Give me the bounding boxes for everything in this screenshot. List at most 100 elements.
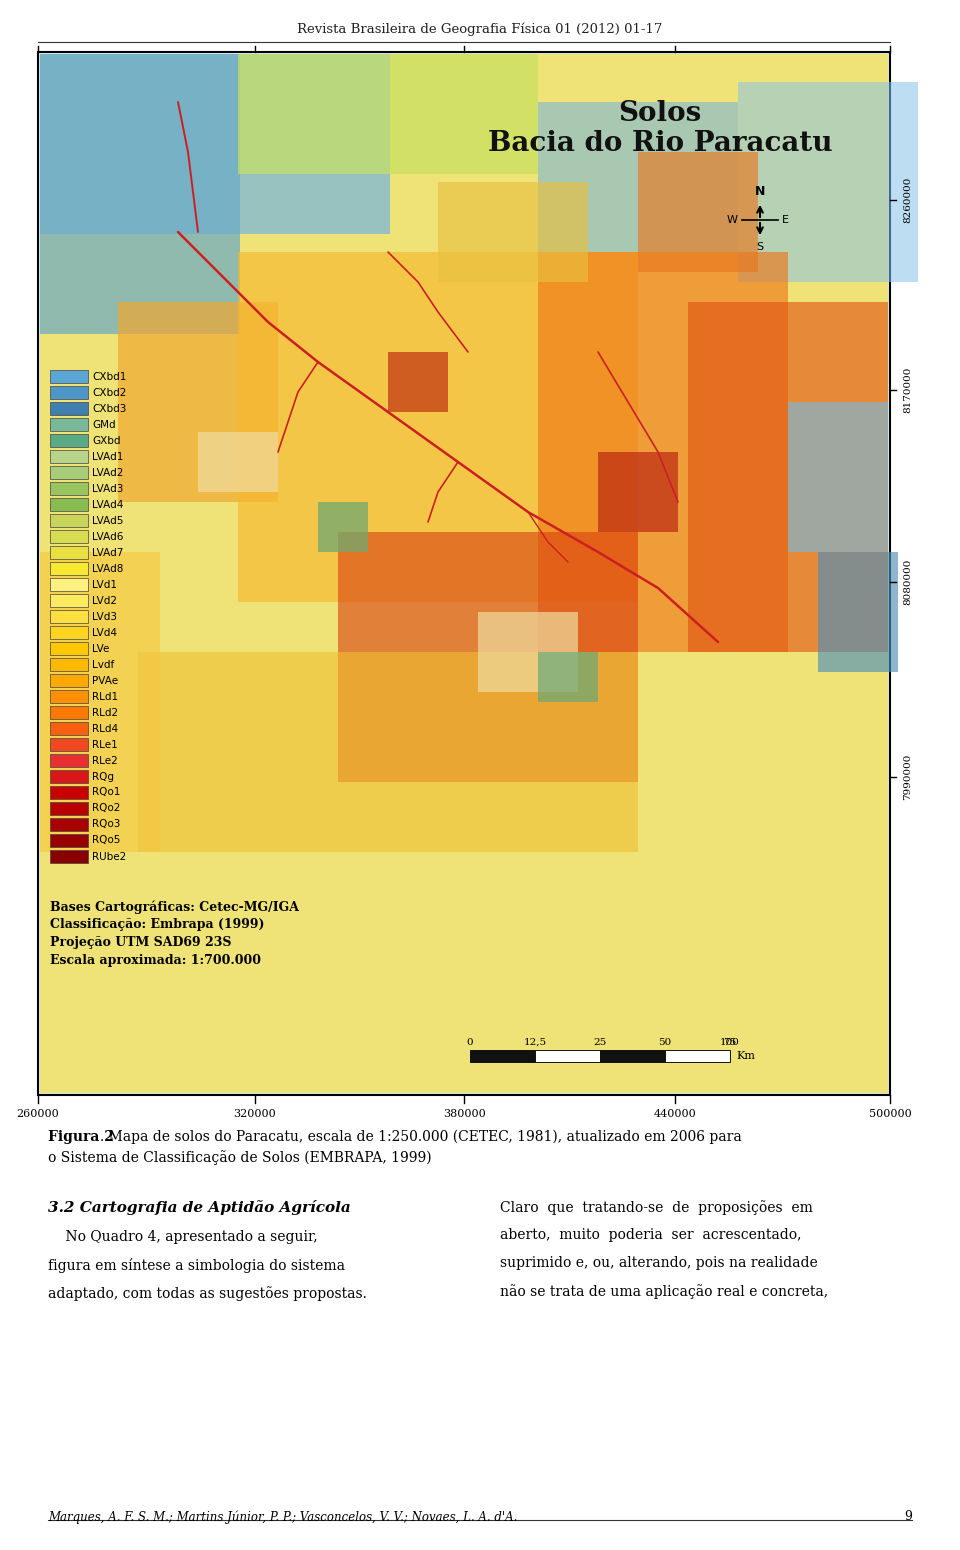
Text: 260000: 260000 [16,1108,60,1119]
Bar [50,801,88,815]
Bar [538,653,598,702]
Text: LVAd5: LVAd5 [92,516,124,525]
Bar [50,546,88,560]
Bar [38,53,890,1094]
Text: figura em síntese a simbologia do sistema: figura em síntese a simbologia do sistem… [48,1259,345,1273]
Bar [50,753,88,767]
Bar [50,705,88,719]
Text: LVd2: LVd2 [92,595,117,606]
Text: 380000: 380000 [443,1108,486,1119]
Text: Escala aproximada: 1:700.000: Escala aproximada: 1:700.000 [50,953,261,967]
Text: LVAd2: LVAd2 [92,468,124,477]
Text: LVd4: LVd4 [92,628,117,637]
Bar [50,594,88,608]
Text: suprimido e, ou, alterando, pois na realidade: suprimido e, ou, alterando, pois na real… [500,1256,818,1269]
Bar [50,674,88,687]
Text: 3.2 Cartografia de Aptidão Agrícola: 3.2 Cartografia de Aptidão Agrícola [48,1200,350,1215]
Text: 8260000: 8260000 [903,177,912,223]
Bar [50,498,88,512]
Text: 75: 75 [724,1038,736,1046]
Bar [50,626,88,639]
Text: GMd: GMd [92,420,115,429]
Text: Projeção UTM SAD69 23S: Projeção UTM SAD69 23S [50,936,231,949]
Bar [40,54,240,333]
Text: Bacia do Rio Paracatu: Bacia do Rio Paracatu [488,130,832,157]
Bar [50,530,88,542]
Bar [50,611,88,623]
Text: N: N [755,184,765,198]
Bar [198,432,278,491]
Bar [338,532,638,783]
Bar [50,818,88,831]
Text: 100: 100 [720,1038,740,1046]
Text: RLe1: RLe1 [92,739,118,750]
Text: No Quadro 4, apresentado a seguir,: No Quadro 4, apresentado a seguir, [48,1231,318,1245]
Bar [818,552,898,673]
Text: RQo5: RQo5 [92,835,120,845]
Bar [50,786,88,798]
Text: LVAd6: LVAd6 [92,532,124,541]
Text: RQo3: RQo3 [92,820,120,829]
Bar [50,642,88,656]
Bar [50,770,88,783]
Text: Bases Cartográficas: Cetec-MG/IGA: Bases Cartográficas: Cetec-MG/IGA [50,901,299,913]
Bar [788,401,888,552]
Bar [40,552,160,852]
Text: Classificação: Embrapa (1999): Classificação: Embrapa (1999) [50,918,265,932]
Bar [538,253,788,653]
Bar [50,849,88,863]
Text: RUbe2: RUbe2 [92,851,127,862]
Text: RQg: RQg [92,772,114,781]
Text: 440000: 440000 [654,1108,696,1119]
Text: RQo1: RQo1 [92,787,120,798]
Text: adaptado, com todas as sugestões propostas.: adaptado, com todas as sugestões propost… [48,1286,367,1300]
Text: LVd3: LVd3 [92,612,117,622]
Text: CXbd2: CXbd2 [92,388,127,397]
Bar [688,302,888,653]
Bar [50,482,88,494]
Text: LVAd8: LVAd8 [92,564,124,573]
Bar [50,401,88,415]
Text: LVAd7: LVAd7 [92,547,124,558]
Text: o Sistema de Classificação de Solos (EMBRAPA, 1999): o Sistema de Classificação de Solos (EMB… [48,1150,432,1166]
Text: 320000: 320000 [233,1108,276,1119]
Text: Solos: Solos [618,101,702,127]
Text: 9: 9 [904,1510,912,1524]
Bar [50,434,88,446]
Text: LVAd4: LVAd4 [92,499,124,510]
Text: 25: 25 [593,1038,607,1046]
Bar [50,722,88,735]
Text: CXbd3: CXbd3 [92,403,127,414]
Bar [238,253,638,601]
Bar [535,1049,600,1062]
Text: RLd2: RLd2 [92,707,118,718]
Text: LVAd1: LVAd1 [92,451,124,462]
Bar [438,181,588,282]
Text: 500000: 500000 [869,1108,911,1119]
Text: LVe: LVe [92,643,109,654]
Bar [50,834,88,846]
Bar [538,102,738,253]
Text: 8170000: 8170000 [903,367,912,414]
Bar [118,302,278,502]
Text: LVd1: LVd1 [92,580,117,589]
Text: CXbd1: CXbd1 [92,372,127,381]
Bar [50,563,88,575]
Text: RLe2: RLe2 [92,755,118,766]
Text: S: S [756,242,763,253]
Bar [50,515,88,527]
Text: GXbd: GXbd [92,436,121,445]
Bar [50,578,88,591]
Bar [470,1049,535,1062]
Text: 12,5: 12,5 [523,1038,546,1046]
Bar [638,152,758,271]
Text: 50: 50 [659,1038,672,1046]
Bar [50,418,88,431]
Text: E: E [782,215,789,225]
Bar [238,54,538,174]
Bar [50,467,88,479]
Text: Figura 2: Figura 2 [48,1130,114,1144]
Bar [50,449,88,463]
Bar [738,82,918,282]
Bar [598,453,678,532]
